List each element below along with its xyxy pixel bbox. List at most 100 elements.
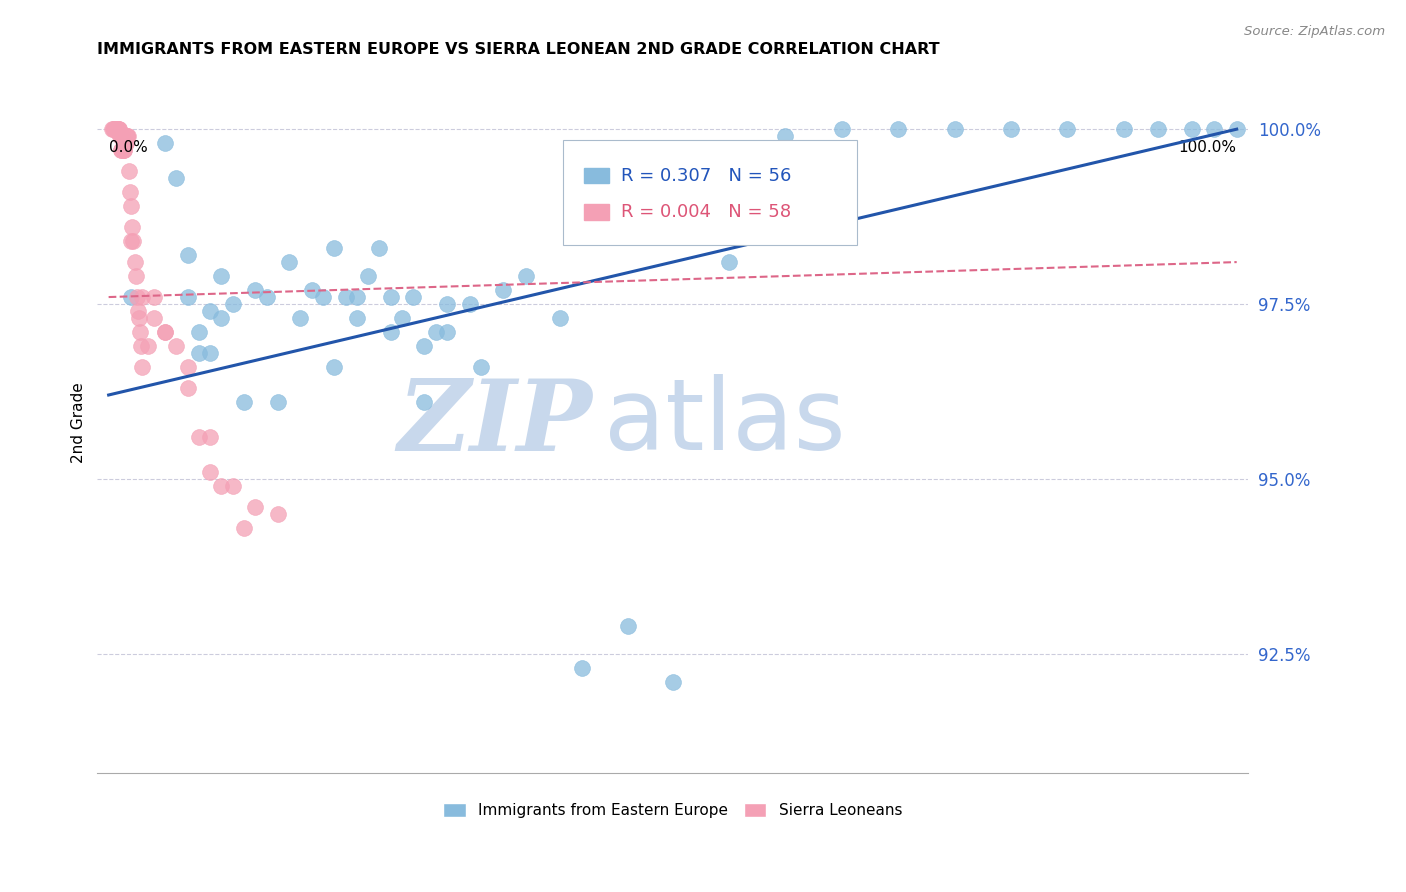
Point: [402, 290, 425, 304]
Text: R = 0.307   N = 56: R = 0.307 N = 56: [621, 167, 792, 185]
Point: [125, 268, 148, 283]
Point: [831, 122, 853, 136]
Point: [391, 311, 413, 326]
Point: [335, 290, 357, 304]
Text: R = 0.004   N = 58: R = 0.004 N = 58: [621, 203, 792, 221]
Point: [114, 136, 136, 150]
Point: [120, 199, 142, 213]
Point: [1112, 122, 1135, 136]
Point: [290, 311, 312, 326]
Point: [301, 283, 323, 297]
Point: [131, 359, 153, 374]
Point: [120, 290, 142, 304]
Text: ZIP: ZIP: [396, 375, 592, 471]
Point: [346, 290, 368, 304]
Point: [198, 304, 221, 318]
Point: [124, 255, 146, 269]
Point: [222, 297, 245, 311]
Point: [128, 311, 150, 326]
Point: [1204, 122, 1226, 136]
Point: [943, 122, 966, 136]
Point: [107, 122, 129, 136]
Point: [187, 430, 209, 444]
Point: [515, 268, 537, 283]
Text: Source: ZipAtlas.com: Source: ZipAtlas.com: [1244, 25, 1385, 38]
Legend: Immigrants from Eastern Europe, Sierra Leoneans: Immigrants from Eastern Europe, Sierra L…: [437, 797, 908, 824]
Point: [111, 129, 134, 144]
Point: [470, 359, 492, 374]
Point: [323, 359, 346, 374]
Point: [209, 311, 232, 326]
Point: [425, 325, 447, 339]
Point: [103, 122, 125, 136]
Point: [114, 136, 136, 150]
Point: [571, 661, 593, 675]
Point: [209, 268, 232, 283]
Point: [136, 339, 159, 353]
Point: [267, 395, 290, 409]
Point: [122, 234, 145, 248]
Point: [142, 290, 165, 304]
Point: [1146, 122, 1168, 136]
Text: 100.0%: 100.0%: [1178, 140, 1237, 155]
Point: [176, 290, 198, 304]
Point: [187, 325, 209, 339]
Point: [718, 255, 741, 269]
Point: [108, 129, 131, 144]
Point: [107, 122, 129, 136]
Point: [278, 255, 301, 269]
Point: [120, 234, 142, 248]
Point: [1226, 122, 1249, 136]
Point: [104, 122, 127, 136]
Point: [112, 143, 135, 157]
Point: [125, 290, 148, 304]
Point: [887, 122, 910, 136]
Point: [131, 339, 153, 353]
Point: [176, 381, 198, 395]
Point: [105, 122, 128, 136]
Point: [127, 304, 149, 318]
Point: [198, 430, 221, 444]
Point: [380, 325, 402, 339]
Point: [110, 143, 132, 157]
Point: [176, 359, 198, 374]
Bar: [583, 168, 609, 184]
Point: [112, 143, 135, 157]
Point: [245, 283, 267, 297]
Point: [101, 122, 124, 136]
Point: [436, 325, 458, 339]
Point: [115, 129, 138, 144]
Point: [153, 136, 176, 150]
Point: [661, 674, 683, 689]
Point: [112, 143, 135, 157]
Text: IMMIGRANTS FROM EASTERN EUROPE VS SIERRA LEONEAN 2ND GRADE CORRELATION CHART: IMMIGRANTS FROM EASTERN EUROPE VS SIERRA…: [97, 42, 941, 57]
Point: [458, 297, 481, 311]
Point: [1180, 122, 1202, 136]
Point: [112, 143, 135, 157]
Point: [256, 290, 278, 304]
Point: [548, 311, 571, 326]
Point: [153, 325, 176, 339]
Point: [176, 248, 198, 262]
Point: [108, 129, 131, 144]
Point: [101, 122, 124, 136]
Point: [245, 500, 267, 514]
Point: [153, 325, 176, 339]
Point: [323, 241, 346, 255]
Point: [492, 283, 515, 297]
Point: [165, 171, 187, 186]
Y-axis label: 2nd Grade: 2nd Grade: [72, 383, 86, 463]
Point: [129, 325, 152, 339]
Point: [187, 346, 209, 360]
Point: [413, 395, 436, 409]
Point: [117, 129, 139, 144]
Point: [104, 122, 127, 136]
Point: [209, 479, 232, 493]
Point: [105, 122, 128, 136]
FancyBboxPatch shape: [564, 140, 856, 244]
Point: [357, 268, 380, 283]
Point: [142, 311, 165, 326]
Point: [103, 122, 125, 136]
Point: [368, 241, 391, 255]
Point: [413, 339, 436, 353]
